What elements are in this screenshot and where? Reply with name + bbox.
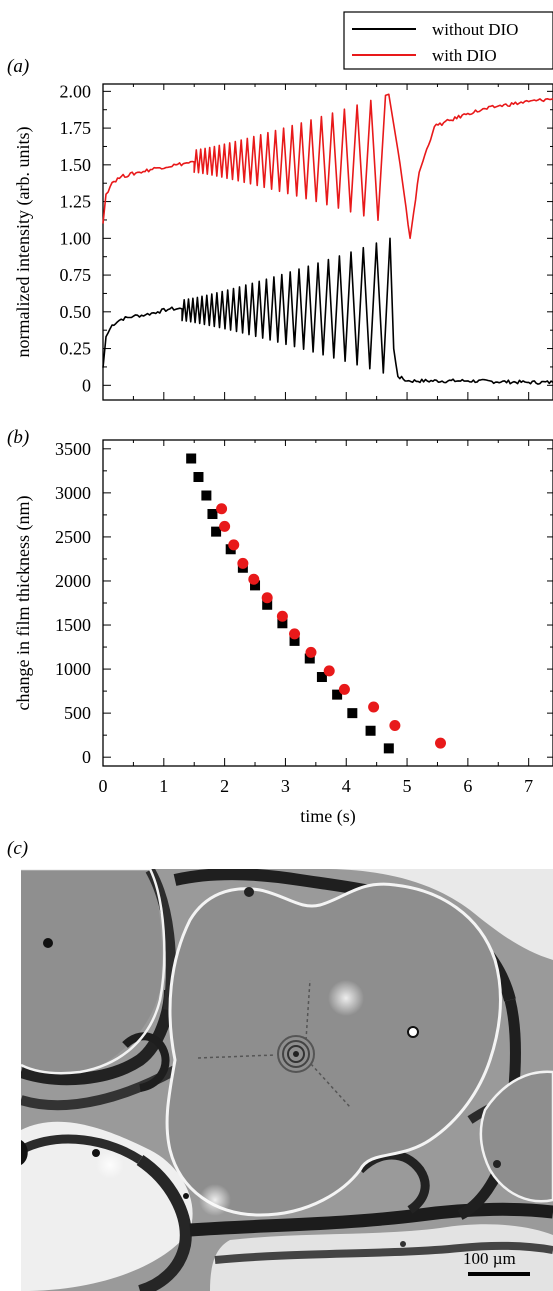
data-point-with-dio: [289, 628, 300, 639]
data-point-with-dio: [237, 558, 248, 569]
x-tick-label: 2: [220, 776, 229, 796]
legend: without DIO with DIO: [344, 12, 553, 69]
panel-b-chart: 0 500 1000 1500 2000 2500 3000 3500 0 1 2 3 4 5 6 7 cha…: [13, 439, 553, 827]
data-point-with-dio: [389, 720, 400, 731]
micrograph-image: [21, 869, 553, 1291]
data-point-without-dio: [201, 491, 211, 501]
y-tick-label: 1.75: [60, 118, 92, 138]
data-point-with-dio: [435, 738, 446, 749]
panel-a-axes: 0 0.25 0.50 0.75 1.00 1.25 1.50 1.75 2.00: [60, 81, 553, 400]
y-tick-label: 2.00: [60, 81, 92, 101]
y-tick-label: 500: [64, 703, 91, 723]
data-point-with-dio: [228, 539, 239, 550]
y-tick-label: 1500: [55, 615, 91, 635]
panel-b-ylabel: change in film thickness (nm): [13, 496, 34, 711]
x-tick-label: 6: [463, 776, 472, 796]
x-tick-label: 7: [524, 776, 533, 796]
x-tick-label: 1: [159, 776, 168, 796]
panel-b-series: [186, 454, 446, 754]
panel-b-axes: 0 500 1000 1500 2000 2500 3000 3500 0 1 2 3 4 5 6 7: [55, 439, 553, 796]
data-point-with-dio: [368, 701, 379, 712]
x-tick-label: 3: [281, 776, 290, 796]
y-tick-label: 3000: [55, 483, 91, 503]
y-tick-label: 0.25: [60, 339, 92, 359]
y-tick-label: 1.25: [60, 192, 92, 212]
panel-a-series: [103, 94, 553, 384]
y-tick-label: 0: [82, 375, 91, 395]
y-tick-label: 3500: [55, 439, 91, 459]
data-point-with-dio: [262, 592, 273, 603]
scale-bar-label: 100 µm: [463, 1249, 516, 1268]
y-tick-label: 2500: [55, 527, 91, 547]
y-tick-label: 2000: [55, 571, 91, 591]
panel-a-ylabel: normalized intensity (arb. units): [13, 127, 34, 358]
panel-label-b: (b): [7, 427, 29, 448]
data-point-with-dio: [339, 684, 350, 695]
panel-label-c: (c): [7, 838, 28, 859]
panel-a-frame: [103, 84, 553, 400]
y-tick-label: 0.75: [60, 265, 92, 285]
y-tick-label: 0.50: [60, 302, 92, 322]
x-tick-label: 0: [99, 776, 108, 796]
data-point-with-dio: [277, 611, 288, 622]
legend-label-with-dio: with DIO: [432, 46, 497, 65]
data-point-with-dio: [324, 665, 335, 676]
data-point-with-dio: [216, 503, 227, 514]
panel-b-xlabel: time (s): [300, 806, 356, 827]
data-point-with-dio: [305, 647, 316, 658]
y-tick-label: 1000: [55, 659, 91, 679]
x-tick-label: 5: [403, 776, 412, 796]
data-point-without-dio: [366, 726, 376, 736]
data-point-without-dio: [384, 743, 394, 753]
data-point-with-dio: [248, 574, 259, 585]
data-point-without-dio: [347, 708, 357, 718]
panel-b-frame: [103, 440, 553, 766]
x-tick-label: 4: [342, 776, 351, 796]
series-line-without-dio: [103, 238, 553, 384]
data-point-with-dio: [219, 521, 230, 532]
data-point-without-dio: [193, 472, 203, 482]
data-point-without-dio: [186, 454, 196, 464]
y-tick-label: 1.00: [60, 228, 92, 248]
data-point-without-dio: [207, 509, 217, 519]
series-line-with-dio: [103, 94, 553, 238]
scale-bar-line: [468, 1272, 530, 1276]
panel-a-chart: 0 0.25 0.50 0.75 1.00 1.25 1.50 1.75 2.00 normal…: [13, 81, 553, 400]
y-tick-label: 1.50: [60, 155, 92, 175]
panel-label-a: (a): [7, 56, 29, 77]
legend-label-without-dio: without DIO: [432, 20, 518, 39]
y-tick-label: 0: [82, 747, 91, 767]
